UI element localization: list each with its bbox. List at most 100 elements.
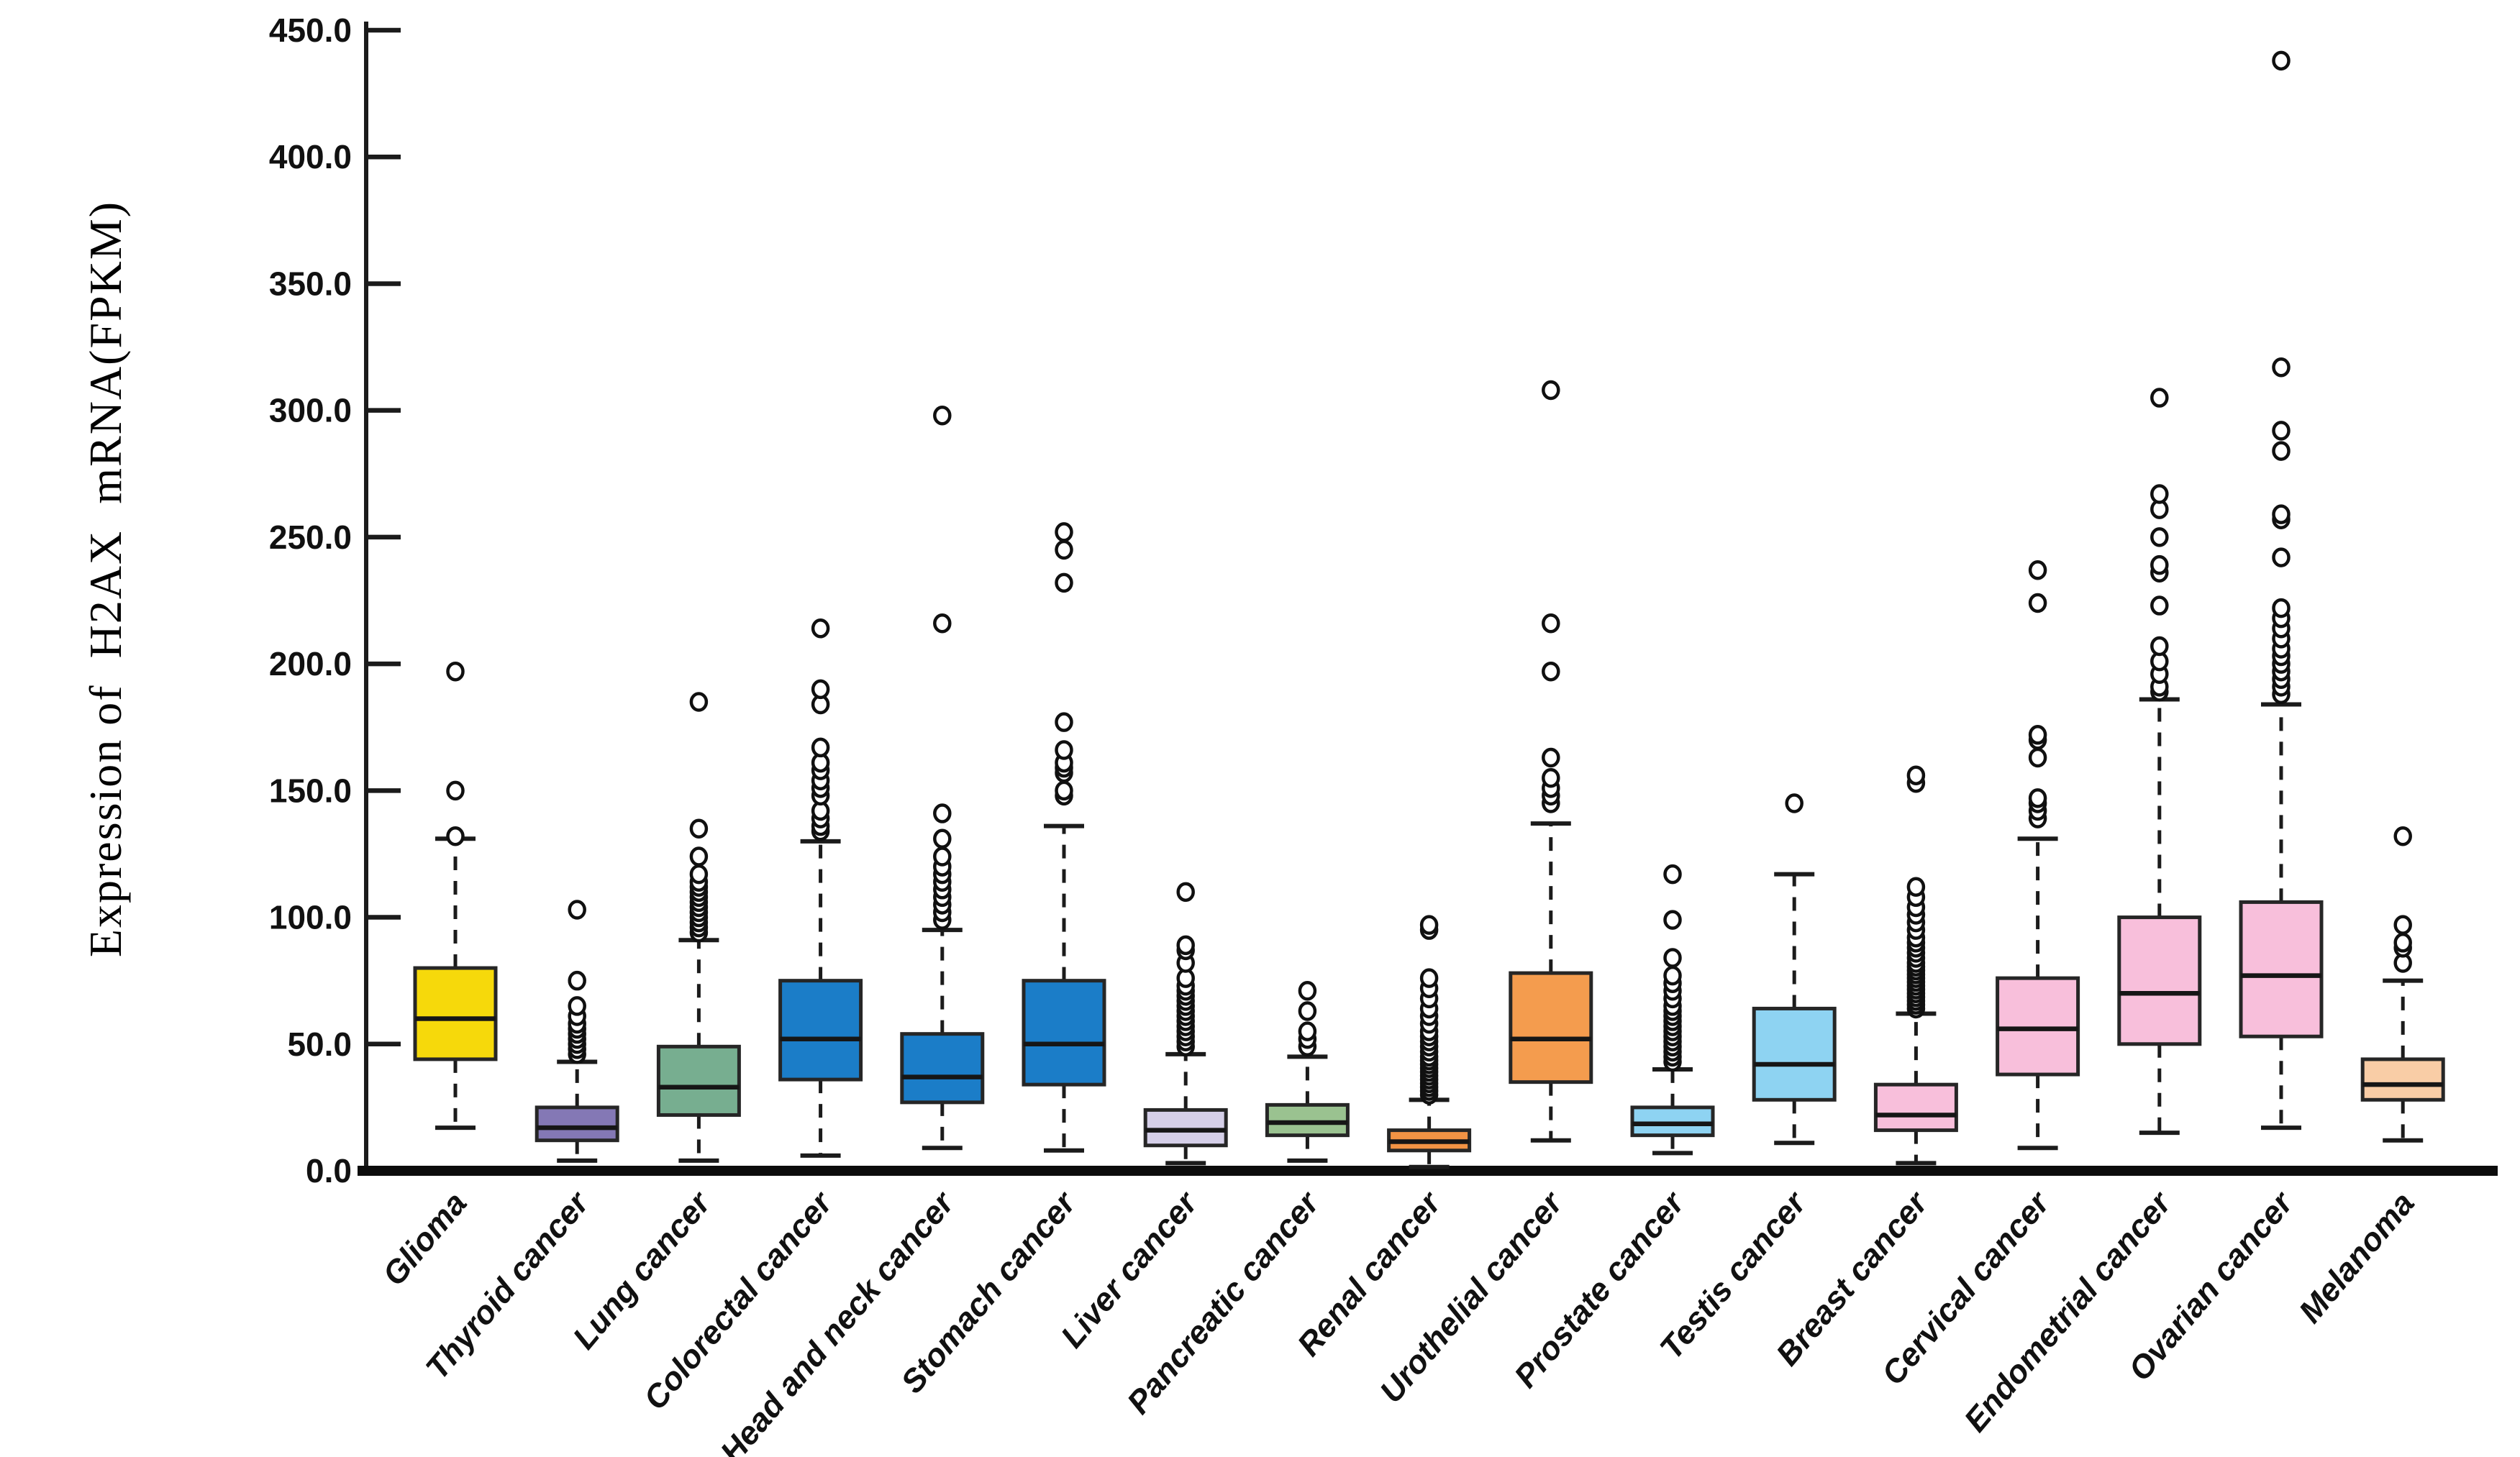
- box-group-prostate-cancer: [1630, 864, 1715, 1156]
- box-rect: [778, 979, 863, 1082]
- outlier-point: [1298, 1001, 1317, 1021]
- outlier-point: [1663, 965, 1682, 986]
- outlier-point: [1176, 935, 1195, 956]
- outlier-point: [568, 900, 586, 920]
- outlier-point: [2150, 527, 2169, 547]
- y-tick-label: 300.0: [269, 392, 352, 429]
- outlier-point: [2150, 554, 2169, 575]
- box-group-renal-cancer: [1387, 915, 1472, 1169]
- box-group-glioma: [413, 661, 498, 1131]
- outlier-point: [2272, 50, 2291, 71]
- outlier-point: [568, 996, 586, 1016]
- box-group-pancreatic-cancer: [1265, 981, 1350, 1163]
- outlier-point: [2150, 388, 2169, 408]
- y-tick-label: 450.0: [269, 12, 352, 49]
- outlier-point: [1055, 522, 1073, 542]
- outlier-point: [1542, 661, 1560, 682]
- outlier-point: [1542, 613, 1560, 634]
- outlier-point: [811, 618, 830, 639]
- outlier-point: [1419, 915, 1439, 935]
- box-rect: [2360, 1057, 2445, 1102]
- box-rect: [900, 1032, 985, 1105]
- outlier-point: [2028, 747, 2047, 768]
- outlier-point: [1542, 747, 1560, 768]
- y-axis-title: Expression of H2AX mRNA(FPKM): [80, 201, 131, 957]
- y-tick-label: 100.0: [269, 899, 352, 936]
- outlier-point: [811, 737, 830, 758]
- outlier-point: [2028, 725, 2047, 745]
- box-rect: [2117, 915, 2202, 1046]
- outlier-point: [1055, 780, 1073, 801]
- y-tick-label: 250.0: [269, 519, 352, 556]
- outlier-point: [1298, 981, 1317, 1001]
- outlier-point: [1055, 572, 1073, 593]
- box-group-breast-cancer: [1873, 765, 1958, 1166]
- outlier-point: [811, 679, 830, 700]
- outlier-point: [2272, 421, 2291, 441]
- y-tick-label: 150.0: [269, 772, 352, 809]
- box-rect: [1752, 1006, 1837, 1102]
- box-rect: [1022, 979, 1106, 1087]
- x-category-label: Melanoma: [2291, 1185, 2421, 1330]
- box-group-thyroid-cancer: [535, 900, 619, 1163]
- outlier-point: [2393, 826, 2412, 846]
- box-group-liver-cancer: [1143, 882, 1228, 1166]
- outlier-point: [689, 692, 709, 712]
- box-group-endometrial-cancer: [2117, 388, 2202, 1136]
- outlier-point: [2272, 504, 2291, 524]
- box-group-head-and-neck-cancer: [900, 405, 985, 1151]
- box-rect: [656, 1044, 741, 1117]
- outlier-point: [933, 846, 952, 867]
- y-tick-label: 350.0: [269, 265, 352, 302]
- outlier-point: [568, 970, 586, 991]
- outlier-point: [2028, 593, 2047, 613]
- outlier-point: [1176, 882, 1195, 903]
- box-group-testis-cancer: [1752, 793, 1837, 1146]
- outlier-point: [1542, 380, 1560, 401]
- box-group-stomach-cancer: [1022, 522, 1106, 1153]
- box-rect: [1265, 1102, 1350, 1138]
- outlier-point: [1055, 740, 1073, 760]
- outlier-point: [1906, 765, 1926, 785]
- outlier-point: [933, 613, 952, 634]
- y-tick-label: 50.0: [287, 1026, 352, 1063]
- outlier-point: [2150, 636, 2169, 657]
- outlier-point: [1298, 1021, 1317, 1041]
- outlier-point: [2393, 915, 2412, 935]
- outlier-point: [2272, 441, 2291, 461]
- box-group-melanoma: [2360, 826, 2445, 1143]
- outlier-point: [1055, 539, 1073, 560]
- outlier-point: [2272, 598, 2291, 618]
- outlier-point: [2272, 357, 2291, 378]
- outlier-point: [689, 864, 709, 885]
- y-tick-label: 0.0: [306, 1152, 352, 1189]
- outlier-point: [1663, 864, 1682, 885]
- box-group-colorectal-cancer: [778, 618, 863, 1158]
- outlier-point: [1419, 968, 1439, 988]
- outlier-point: [446, 780, 465, 801]
- outlier-point: [2028, 559, 2047, 580]
- box-group-ovarian-cancer: [2239, 50, 2324, 1131]
- outlier-point: [1055, 712, 1073, 732]
- outlier-point: [933, 405, 952, 426]
- box-rect: [1509, 971, 1593, 1084]
- outlier-point: [2272, 547, 2291, 567]
- box-rect: [1143, 1107, 1228, 1148]
- x-category-label: Glioma: [376, 1185, 474, 1293]
- box-rect: [1873, 1082, 1958, 1133]
- box-rect: [413, 966, 498, 1061]
- outlier-point: [1785, 793, 1803, 813]
- outlier-point: [446, 661, 465, 682]
- box-rect: [535, 1105, 619, 1143]
- outlier-point: [2150, 595, 2169, 616]
- outlier-point: [1663, 948, 1682, 968]
- outlier-point: [1542, 767, 1560, 788]
- x-category-label: Endometrial cancer: [1957, 1184, 2179, 1439]
- y-tick-label: 400.0: [269, 138, 352, 175]
- outlier-point: [1906, 877, 1926, 898]
- box-rect: [1630, 1105, 1715, 1138]
- outlier-point: [1663, 910, 1682, 930]
- outlier-point: [689, 846, 709, 867]
